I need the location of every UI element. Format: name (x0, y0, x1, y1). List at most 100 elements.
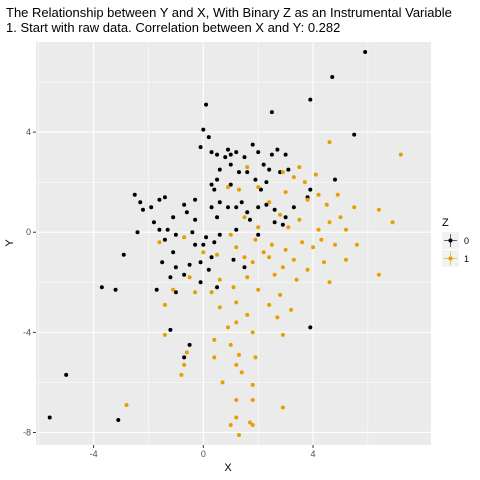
data-point (250, 142, 255, 147)
data-point (376, 207, 381, 212)
data-point (47, 415, 52, 420)
data-point (182, 355, 187, 360)
data-point (190, 230, 195, 235)
data-point (215, 152, 220, 157)
data-point (291, 257, 296, 262)
data-point (113, 287, 118, 292)
data-point (300, 240, 305, 245)
data-point (201, 242, 206, 247)
data-point (140, 207, 145, 212)
data-point (209, 182, 214, 187)
data-point (363, 50, 368, 55)
data-point (138, 200, 143, 205)
data-point (234, 150, 239, 155)
data-point (209, 290, 214, 295)
data-point (198, 280, 203, 285)
data-point (242, 215, 247, 220)
data-point (267, 167, 272, 172)
data-point (228, 422, 233, 427)
data-point (234, 320, 239, 325)
data-point (283, 215, 288, 220)
legend-keys: 01 (442, 232, 469, 267)
x-axis-title: X (224, 462, 232, 474)
data-point (327, 140, 332, 145)
y-axis: -8 -4 0 4 (23, 127, 36, 437)
data-point (247, 420, 252, 425)
data-point (135, 230, 140, 235)
x-tick-label: 0 (201, 449, 206, 459)
data-point (165, 227, 170, 232)
data-point (261, 162, 266, 167)
data-point (280, 265, 285, 270)
data-point (330, 75, 335, 80)
data-point (184, 210, 189, 215)
data-point (267, 255, 272, 260)
data-point (280, 170, 285, 175)
data-point (236, 187, 241, 192)
data-point (234, 227, 239, 232)
data-point (250, 422, 255, 427)
data-point (308, 97, 313, 102)
data-point (261, 250, 266, 255)
data-point (332, 242, 337, 247)
data-point (187, 262, 192, 267)
data-point (256, 150, 261, 155)
data-point (245, 165, 250, 170)
data-point (269, 242, 274, 247)
data-point (204, 102, 209, 107)
data-point (335, 192, 340, 197)
data-point (269, 110, 274, 115)
data-point (231, 257, 236, 262)
data-point (239, 370, 244, 375)
data-point (220, 380, 225, 385)
data-point (256, 287, 261, 292)
data-point (319, 237, 324, 242)
data-point (343, 227, 348, 232)
data-point (280, 332, 285, 337)
data-point (352, 205, 357, 210)
data-point (332, 177, 337, 182)
data-point (171, 287, 176, 292)
data-point (267, 200, 272, 205)
data-point (217, 232, 222, 237)
data-point (234, 245, 239, 250)
data-point (250, 397, 255, 402)
data-point (283, 152, 288, 157)
data-point (204, 235, 209, 240)
data-point (228, 232, 233, 237)
x-tick-label: -4 (90, 449, 98, 459)
data-point (64, 372, 69, 377)
data-point (217, 167, 222, 172)
data-point (245, 210, 250, 215)
data-point (215, 252, 220, 257)
data-point (228, 162, 233, 167)
data-point (343, 257, 348, 262)
data-point (294, 277, 299, 282)
data-point (239, 200, 244, 205)
data-point (182, 362, 187, 367)
minor-gridlines (36, 42, 431, 445)
data-point (352, 132, 357, 137)
data-point (151, 220, 156, 225)
data-point (278, 170, 283, 175)
data-point (250, 260, 255, 265)
data-point (99, 285, 104, 290)
data-point (267, 302, 272, 307)
data-point (302, 180, 307, 185)
data-point (322, 260, 327, 265)
legend-title: Z (442, 217, 449, 229)
data-point (234, 415, 239, 420)
legend-key-point (448, 238, 453, 243)
data-point (209, 205, 214, 210)
data-point (132, 192, 137, 197)
x-axis: -4 0 4 (90, 445, 316, 459)
data-point (275, 315, 280, 320)
data-point (209, 150, 214, 155)
data-point (228, 342, 233, 347)
data-point (182, 235, 187, 240)
data-point (173, 290, 178, 295)
data-point (253, 177, 258, 182)
data-point (327, 220, 332, 225)
data-point (226, 185, 231, 190)
series-0 (47, 50, 368, 422)
